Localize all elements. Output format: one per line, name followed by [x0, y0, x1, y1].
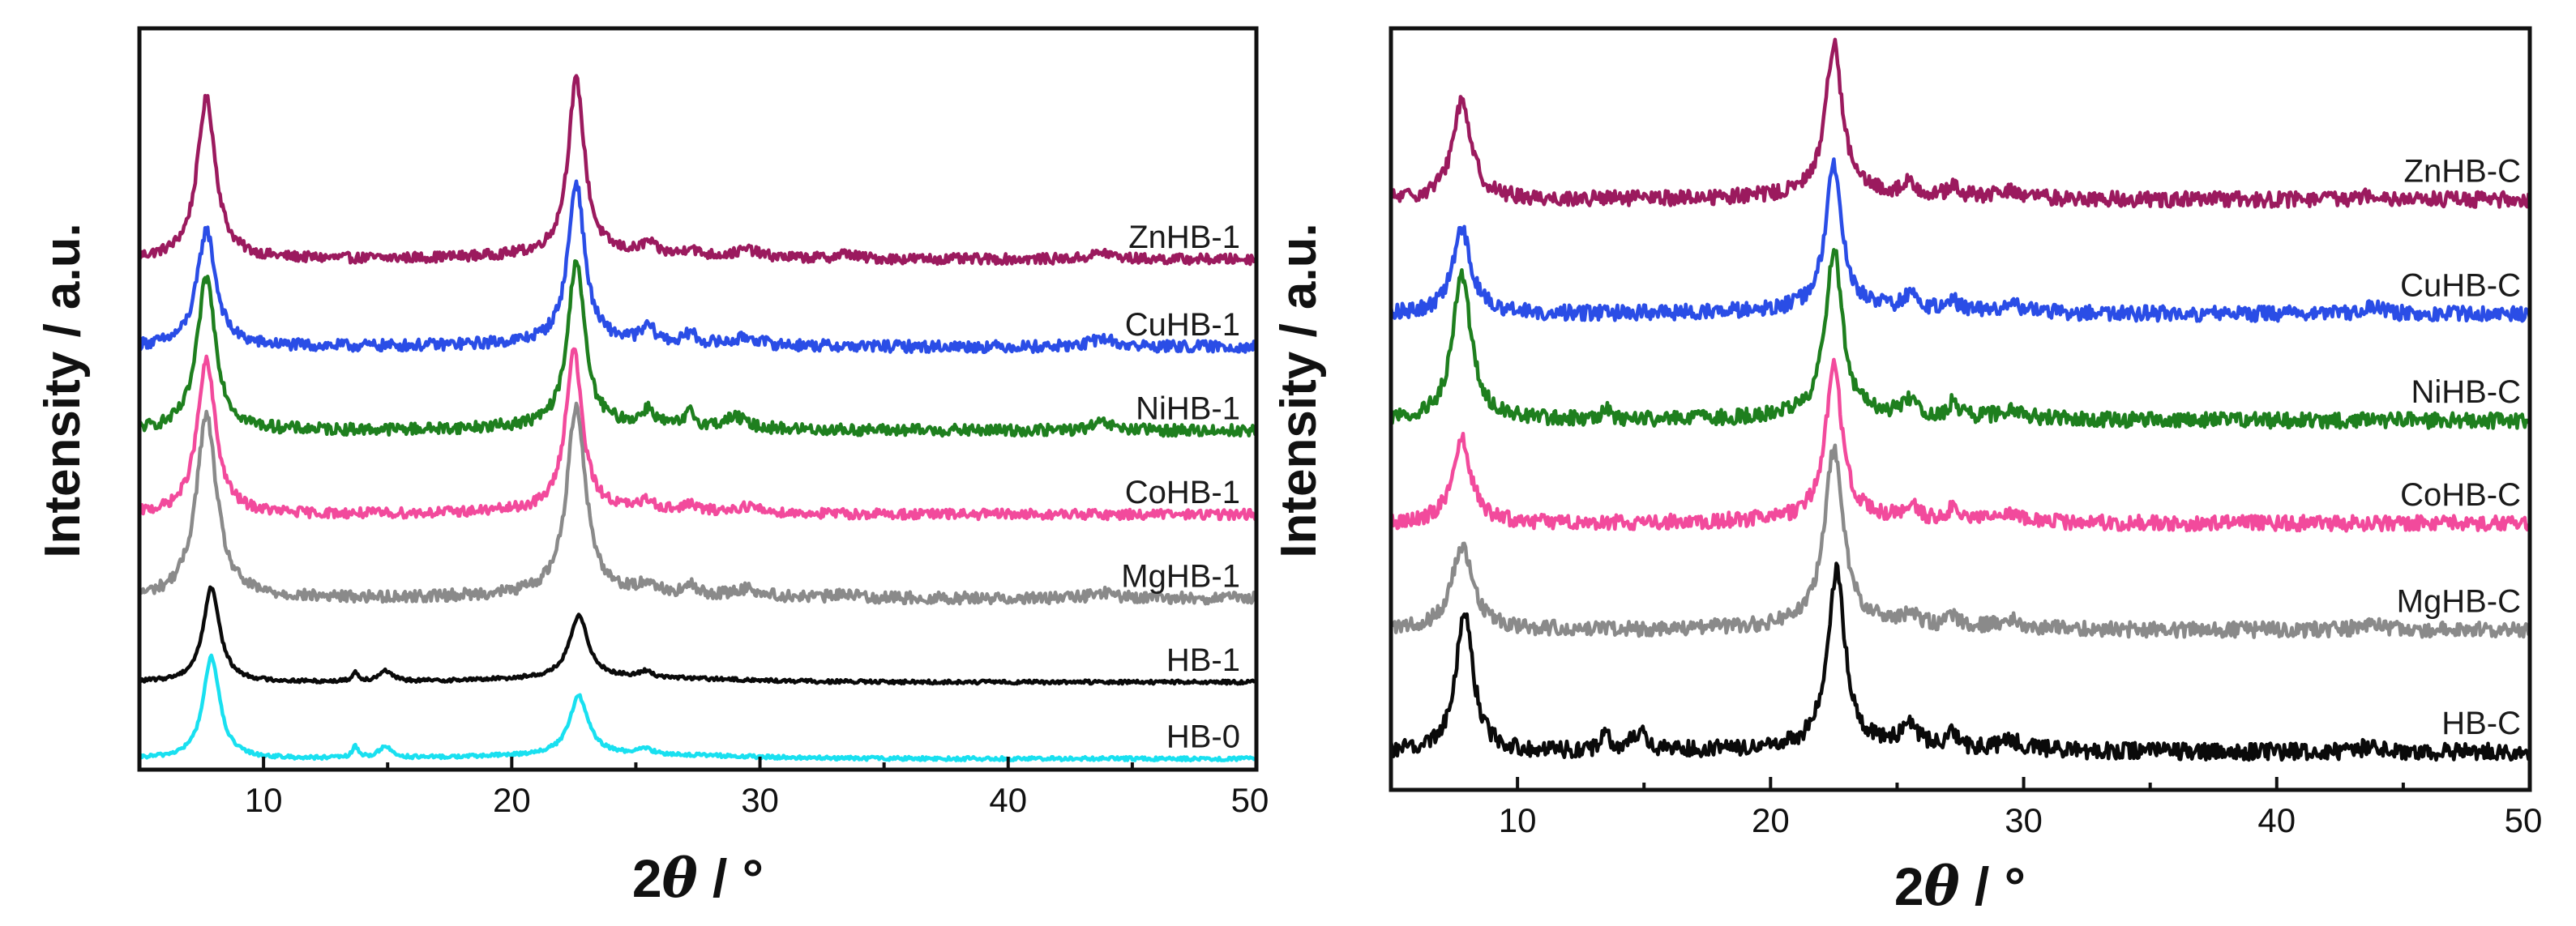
series-label-znhb-1: ZnHB-1: [1128, 220, 1240, 255]
x-tick-label: 40: [989, 781, 1027, 819]
series-line-mghb-c: [1389, 443, 2532, 639]
x-tick-label: 30: [741, 781, 779, 819]
left-plot-frame: [137, 26, 1259, 772]
series-label-hb-1: HB-1: [1166, 642, 1240, 678]
x-tick-label: 50: [2505, 801, 2543, 839]
x-tick-label: 20: [493, 781, 531, 819]
left-panel: Intensity / a.u. ZnHB-1 CuHB-1 NiHB-1 CoHB-…: [35, 26, 1269, 910]
series-label-mghb-c: MgHB-C: [2397, 584, 2521, 620]
left-x-ticks: 10 20 30 40 50: [138, 757, 1269, 819]
series-line-hb-1: [137, 585, 1259, 686]
x-tick-label: 50: [1231, 781, 1269, 819]
left-x-axis-label: 2θ / °: [632, 847, 764, 910]
right-x-axis-label: 2θ / °: [1894, 855, 2026, 918]
series-line-cohb-c: [1389, 357, 2532, 533]
left-series-labels: ZnHB-1 CuHB-1 NiHB-1 CoHB-1 MgHB-1 HB-1 HB-0: [1121, 220, 1240, 755]
series-line-cuhb-1: [137, 179, 1259, 354]
x-tick-label: 40: [2257, 801, 2296, 839]
right-panel: Intensity / a.u. ZnHB-C CuHB-C NiHB-C CoHB-…: [1271, 26, 2543, 918]
right-series-labels: ZnHB-C CuHB-C NiHB-C CoHB-C MgHB-C HB-C: [2397, 154, 2521, 742]
series-line-hb-c: [1389, 561, 2532, 762]
left-y-axis-label: Intensity / a.u.: [35, 223, 91, 557]
series-label-cohb-1: CoHB-1: [1125, 475, 1240, 510]
series-line-cohb-1: [137, 347, 1259, 522]
right-x-ticks: 10 20 30 40 50: [1389, 777, 2543, 839]
series-line-hb-0: [137, 653, 1259, 762]
x-tick-label: 30: [2005, 801, 2043, 839]
series-line-nihb-c: [1389, 248, 2532, 430]
series-label-cuhb-c: CuHB-C: [2400, 268, 2521, 304]
right-plot-frame: [1389, 26, 2532, 792]
left-traces: [137, 74, 1259, 762]
series-label-znhb-c: ZnHB-C: [2404, 154, 2521, 190]
right-y-axis-label: Intensity / a.u.: [1271, 223, 1327, 557]
series-label-mghb-1: MgHB-1: [1121, 559, 1240, 595]
series-line-znhb-1: [137, 74, 1259, 267]
series-line-mghb-1: [137, 401, 1259, 606]
series-label-hb-c: HB-C: [2441, 706, 2521, 741]
series-label-hb-0: HB-0: [1166, 719, 1240, 755]
series-label-nihb-1: NiHB-1: [1136, 391, 1240, 427]
x-tick-label: 10: [245, 781, 283, 819]
series-line-cuhb-c: [1389, 157, 2532, 323]
series-line-nihb-1: [137, 258, 1259, 438]
right-x-axis-theta: θ: [1924, 855, 1960, 918]
x-tick-label: 20: [1752, 801, 1790, 839]
series-label-cuhb-1: CuHB-1: [1125, 307, 1240, 343]
series-line-znhb-c: [1389, 37, 2532, 209]
series-label-cohb-c: CoHB-C: [2400, 477, 2521, 513]
x-tick-label: 10: [1499, 801, 1537, 839]
series-label-nihb-c: NiHB-C: [2411, 374, 2521, 410]
right-traces: [1389, 37, 2532, 762]
left-x-axis-theta: θ: [662, 847, 698, 910]
